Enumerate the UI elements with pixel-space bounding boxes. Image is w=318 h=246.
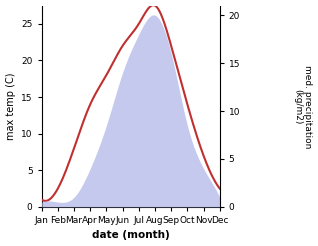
Y-axis label: med. precipitation
(kg/m2): med. precipitation (kg/m2) <box>293 64 313 148</box>
X-axis label: date (month): date (month) <box>92 231 169 240</box>
Y-axis label: max temp (C): max temp (C) <box>5 73 16 140</box>
